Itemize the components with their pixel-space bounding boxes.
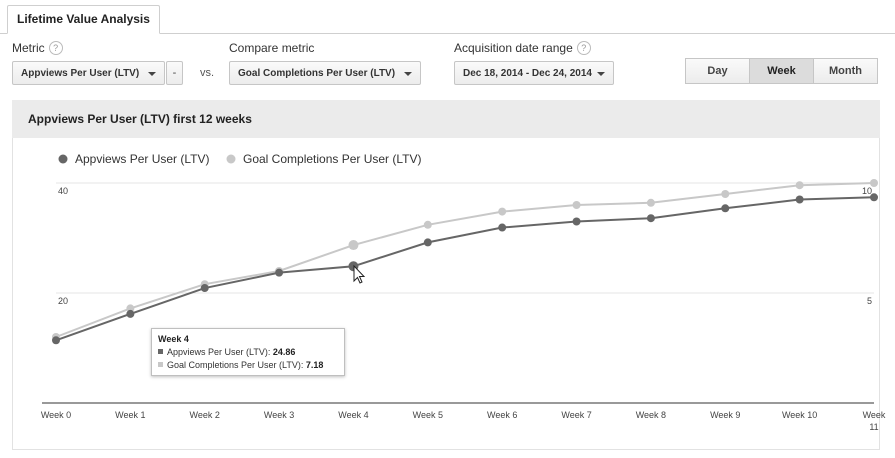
metric-label: Metric?: [12, 41, 63, 55]
metric-help-icon[interactable]: ?: [48, 41, 63, 55]
x-tick-label-1: Week 1: [115, 410, 145, 420]
vs-label: vs.: [200, 67, 215, 79]
x-tick-label-8: Week 8: [636, 410, 666, 420]
chart-tooltip: Week 4 Appviews Per User (LTV): 24.86 Go…: [151, 328, 345, 376]
goal-completions-point-week-9[interactable]: [721, 190, 730, 198]
x-tick-label-2: Week 2: [190, 410, 220, 420]
series-goal-completions: [52, 179, 878, 341]
appviews-point-week-6[interactable]: [498, 223, 507, 232]
day-button[interactable]: Day: [685, 58, 750, 84]
x-tick-label-11: Week 11: [863, 410, 886, 432]
x-tick-label-3: Week 3: [264, 410, 294, 420]
appviews-point-week-9[interactable]: [721, 204, 730, 213]
right-axis-tick-10: 10: [862, 186, 872, 196]
axis-labels: 40 20 10 5: [58, 186, 872, 306]
x-tick-label-0: Week 0: [41, 410, 71, 420]
appviews-line: [55, 196, 875, 342]
appviews-point-week-11[interactable]: [870, 193, 878, 202]
date-range-label-text: Acquisition date range: [454, 41, 573, 55]
tooltip-line2-label: Goal Completions Per User (LTV):: [167, 360, 304, 370]
chart-legend: Appviews Per User (LTV) Goal Completions…: [58, 152, 422, 166]
date-range-label: Acquisition date range?: [454, 41, 591, 55]
goal-completions-point-week-4[interactable]: [348, 240, 359, 251]
goal-completions-point-week-6[interactable]: [498, 207, 507, 216]
series-appviews: [52, 193, 878, 345]
x-tick-label-9: Week 9: [710, 410, 740, 420]
x-tick-label-4: Week 4: [338, 410, 368, 420]
date-range-dropdown[interactable]: Dec 18, 2014 - Dec 24, 2014: [454, 61, 614, 85]
chevron-down-icon: [404, 72, 412, 76]
granularity-toggle: Day Week Month: [685, 58, 878, 84]
x-tick-label-7: Week 7: [561, 410, 591, 420]
goal-completions-point-week-1[interactable]: [126, 304, 135, 313]
cursor-icon: [353, 264, 366, 284]
tab-strip: Lifetime Value Analysis: [0, 0, 895, 34]
compare-dropdown-value: Goal Completions Per User (LTV): [238, 68, 396, 79]
appviews-point-week-0[interactable]: [52, 336, 60, 345]
compare-metric-dropdown[interactable]: Goal Completions Per User (LTV): [229, 61, 421, 85]
appviews-point-week-8[interactable]: [646, 214, 655, 223]
left-axis-tick-40: 40: [58, 186, 68, 196]
x-tick-label-6: Week 6: [487, 410, 517, 420]
goal-completions-point-week-11[interactable]: [870, 179, 878, 187]
x-tick-label-5: Week 5: [413, 410, 443, 420]
date-range-value: Dec 18, 2014 - Dec 24, 2014: [463, 68, 592, 79]
tooltip-swatch-series1: [158, 349, 163, 354]
metric-label-text: Metric: [12, 41, 45, 55]
legend-swatch-series1: [58, 154, 68, 164]
remove-metric-button[interactable]: -: [166, 61, 183, 85]
week-button[interactable]: Week: [749, 58, 814, 84]
month-button[interactable]: Month: [813, 58, 878, 84]
chevron-down-icon: [148, 72, 156, 76]
tooltip-swatch-series2: [158, 362, 163, 367]
appviews-point-week-5[interactable]: [423, 238, 432, 247]
goal-completions-point-week-7[interactable]: [572, 201, 581, 209]
legend-swatch-series2: [226, 154, 236, 164]
tooltip-line-series2: Goal Completions Per User (LTV): 7.18: [158, 359, 338, 372]
appviews-point-week-2[interactable]: [200, 284, 209, 293]
x-tick-label-10: Week 10: [782, 410, 817, 420]
appviews-point-week-10[interactable]: [795, 195, 804, 204]
appviews-point-week-3[interactable]: [275, 268, 284, 277]
goal-completions-point-week-5[interactable]: [423, 220, 432, 229]
right-axis-tick-5: 5: [867, 296, 872, 306]
goal-completions-point-week-8[interactable]: [646, 198, 655, 207]
tooltip-title: Week 4: [158, 334, 189, 344]
chevron-down-icon: [597, 72, 605, 76]
legend-label-series1[interactable]: Appviews Per User (LTV): [75, 152, 209, 166]
goal-completions-point-week-10[interactable]: [795, 181, 804, 190]
left-axis-tick-20: 20: [58, 296, 68, 306]
x-axis-labels: Week 0 Week 1 Week 2 Week 3 Week 4 Week 5 Week…: [41, 410, 886, 432]
metric-dropdown[interactable]: Appviews Per User (LTV): [12, 61, 165, 85]
appviews-point-week-7[interactable]: [572, 217, 581, 226]
compare-metric-label: Compare metric: [229, 41, 315, 55]
tooltip-line1-label: Appviews Per User (LTV):: [167, 347, 271, 357]
chart-panel-title: Appviews Per User (LTV) first 12 weeks: [12, 100, 880, 138]
tooltip-line1-value: 24.86: [272, 347, 296, 357]
legend-label-series2[interactable]: Goal Completions Per User (LTV): [243, 152, 422, 166]
appviews-point-week-1[interactable]: [126, 309, 135, 318]
metric-dropdown-value: Appviews Per User (LTV): [21, 68, 140, 79]
tab-lifetime-value-analysis[interactable]: Lifetime Value Analysis: [7, 5, 160, 34]
tooltip-line-series1: Appviews Per User (LTV): 24.86: [158, 346, 338, 359]
goal-completions-line: [55, 182, 875, 338]
date-help-icon[interactable]: ?: [576, 41, 591, 55]
tooltip-line2-value: 7.18: [305, 360, 324, 370]
